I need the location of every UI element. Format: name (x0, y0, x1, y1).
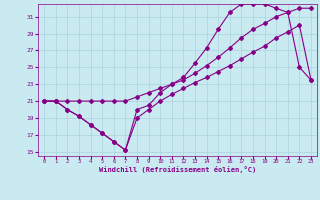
X-axis label: Windchill (Refroidissement éolien,°C): Windchill (Refroidissement éolien,°C) (99, 166, 256, 173)
